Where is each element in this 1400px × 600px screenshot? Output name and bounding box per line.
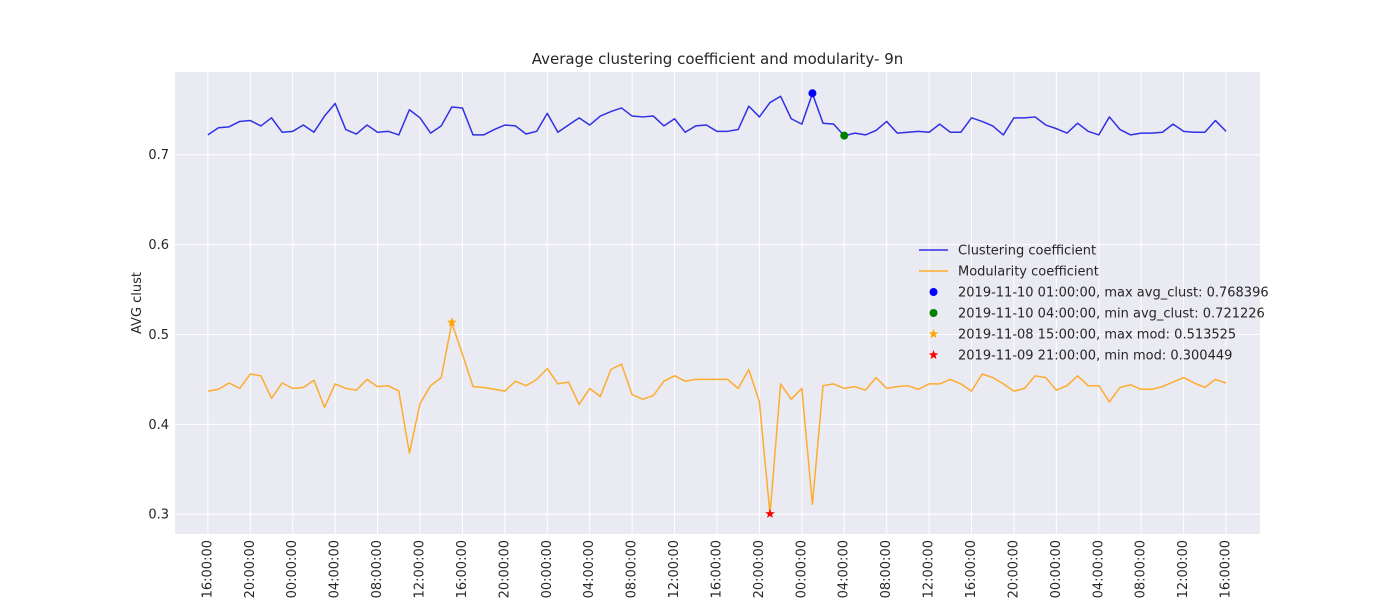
x-tick-label: 8 00:00:00 — [285, 540, 300, 600]
x-tick-label: 0 20:00:00 — [1006, 540, 1021, 600]
clustering-coefficient-line — [207, 92, 1227, 137]
legend-marker-swatch — [929, 309, 938, 317]
x-tick-label: 1 16:00:00 — [1219, 540, 1234, 600]
max-modularity-marker — [447, 317, 457, 327]
x-tick-label: 8 20:00:00 — [497, 540, 512, 600]
legend: Clustering coefficient Modularity coeffic… — [919, 244, 1269, 364]
extreme-markers — [447, 89, 849, 518]
legend-label: 2019-11-10 04:00:00, min avg_clust: 0.72… — [958, 307, 1265, 322]
legend-label: 2019-11-09 21:00:00, min mod: 0.300449 — [958, 349, 1232, 364]
min-modularity-marker — [765, 508, 775, 518]
x-tick-label: 7 20:00:00 — [243, 540, 258, 600]
legend-marker-swatch — [929, 288, 938, 296]
x-tick-label: 0 04:00:00 — [837, 540, 852, 600]
chart-title: Average clustering coefficient and modul… — [532, 50, 904, 68]
x-tick-label: 8 12:00:00 — [413, 540, 428, 600]
y-tick-label: 0.5 — [148, 328, 169, 343]
y-tick-label: 0.4 — [148, 418, 169, 433]
y-tick-label: 0.6 — [148, 238, 169, 253]
y-tick-label: 0.7 — [148, 148, 169, 163]
plot-background — [175, 72, 1260, 534]
x-tick-label: 9 08:00:00 — [625, 540, 640, 600]
x-axis-ticks: 7 16:00:00 7 20:00:00 8 00:00:00 8 04:00:00… — [200, 540, 1233, 600]
legend-label: 2019-11-10 01:00:00, max avg_clust: 0.76… — [958, 286, 1269, 301]
legend-label: Clustering coefficient — [958, 244, 1096, 259]
modularity-coefficient-line — [207, 322, 1227, 515]
legend-marker-swatch — [928, 350, 939, 360]
x-tick-label: 0 12:00:00 — [922, 540, 937, 600]
x-tick-label: 8 08:00:00 — [370, 540, 385, 600]
x-tick-label: 9 20:00:00 — [752, 540, 767, 600]
max-clustering-marker — [808, 89, 817, 98]
x-tick-label: 1 08:00:00 — [1134, 540, 1149, 600]
x-tick-label: 0 00:00:00 — [794, 540, 809, 600]
y-tick-label: 0.3 — [148, 508, 169, 523]
x-tick-label: 9 12:00:00 — [667, 540, 682, 600]
series-lines — [207, 92, 1227, 515]
legend-marker-swatch — [928, 329, 939, 339]
x-tick-label: 8 16:00:00 — [455, 540, 470, 600]
x-tick-label: 1 12:00:00 — [1176, 540, 1191, 600]
x-tick-label: 1 00:00:00 — [1049, 540, 1064, 600]
x-tick-label: 9 16:00:00 — [709, 540, 724, 600]
x-tick-label: 7 16:00:00 — [200, 540, 215, 600]
x-tick-label: 0 16:00:00 — [964, 540, 979, 600]
grid-lines — [175, 72, 1260, 534]
y-axis-ticks: 0.3 0.4 0.5 0.6 0.7 — [148, 148, 169, 523]
y-axis-label: AVG clust — [130, 272, 145, 334]
legend-label: Modularity coefficient — [958, 265, 1099, 280]
x-tick-label: 8 04:00:00 — [328, 540, 343, 600]
min-clustering-marker — [840, 131, 849, 140]
legend-label: 2019-11-08 15:00:00, max mod: 0.513525 — [958, 328, 1236, 343]
x-tick-label: 9 04:00:00 — [582, 540, 597, 600]
x-tick-label: 9 00:00:00 — [540, 540, 555, 600]
x-tick-label: 1 04:00:00 — [1091, 540, 1106, 600]
x-tick-label: 0 08:00:00 — [879, 540, 894, 600]
